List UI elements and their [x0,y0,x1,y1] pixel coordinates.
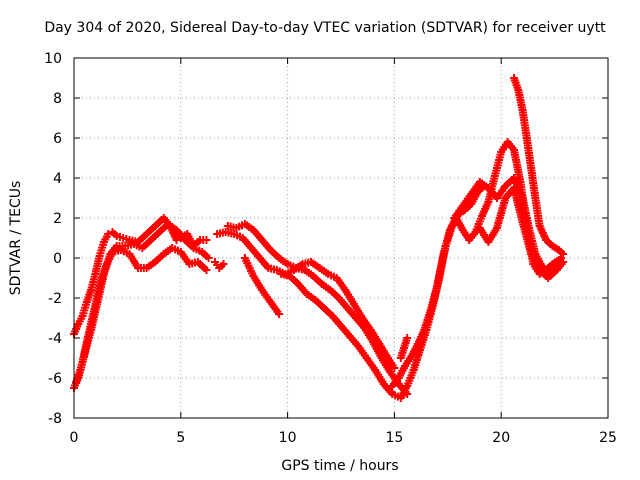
y-tick-label: -2 [48,291,62,307]
y-tick-label: 8 [53,91,62,107]
ticks-layer: 0 5 10 15 20 25 -8 -6 -4 -2 0 2 4 6 8 10 [44,51,617,446]
y-tick-label: 4 [53,171,62,187]
y-tick-label: -6 [48,371,62,387]
x-tick-label: 15 [385,430,403,446]
plot-frame [73,57,609,419]
data-point [390,364,399,372]
x-tick-label: 5 [176,430,185,446]
y-tick-label: 0 [53,251,62,267]
x-tick-label: 0 [70,430,79,446]
x-tick-label: 25 [599,430,617,446]
data-point [202,266,211,274]
data-point [219,260,228,268]
y-tick-label: 10 [44,51,62,67]
data-point [204,254,213,262]
data-points-layer [70,74,568,402]
chart-title: Day 304 of 2020, Sidereal Day-to-day VTE… [44,20,606,36]
x-axis-label: GPS time / hours [281,458,398,474]
data-point [275,310,284,318]
y-tick-label: 6 [53,131,62,147]
x-tick-label: 10 [279,430,297,446]
data-point [202,236,211,244]
x-tick-label: 20 [492,430,510,446]
data-point [559,258,568,266]
data-point [403,334,412,342]
y-tick-label: -8 [48,411,62,427]
data-point [559,250,568,258]
y-axis-label: SDTVAR / TECUs [8,181,24,296]
data-point [172,236,181,244]
y-tick-label: 2 [53,211,62,227]
y-tick-label: -4 [48,331,62,347]
